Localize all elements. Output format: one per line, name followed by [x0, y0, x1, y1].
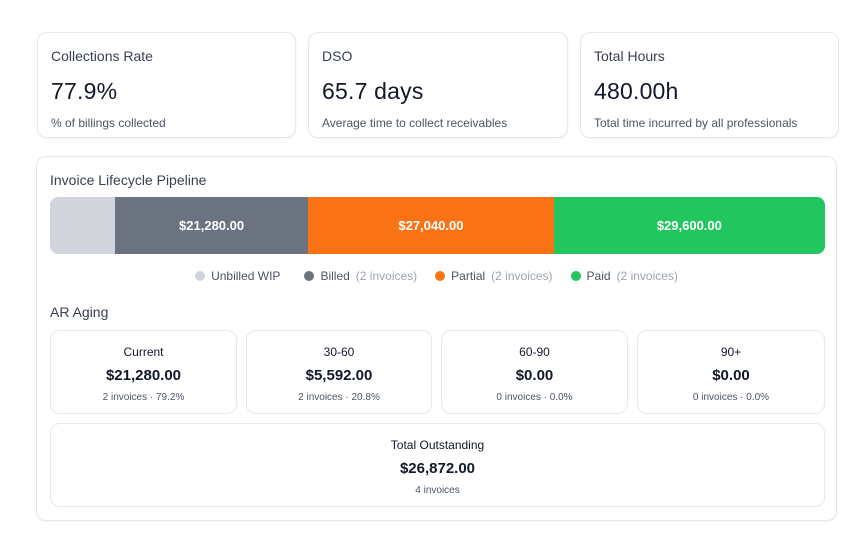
total-outstanding-value: $26,872.00: [399, 460, 476, 477]
legend-item-paid: Paid (2 invoices): [570, 269, 678, 283]
legend-label: Partial: [451, 269, 486, 283]
aging-label: Current: [123, 345, 164, 359]
total-outstanding-detail: 4 invoices: [415, 485, 460, 496]
legend-dot: [304, 271, 315, 281]
legend-count: (2 invoices): [616, 269, 678, 283]
pipeline-legend: Unbilled WIP Billed (2 invoices) Partial…: [37, 269, 836, 283]
total-outstanding-card: Total Outstanding $26,872.00 4 invoices: [50, 423, 825, 507]
kpi-title: DSO: [322, 48, 353, 64]
kpi-subtitle: % of billings collected: [51, 116, 166, 130]
aging-label: 60-90: [519, 345, 550, 359]
aging-value: $21,280.00: [105, 367, 182, 384]
aging-detail: 2 invoices · 20.8%: [298, 392, 380, 403]
legend-dot: [570, 271, 581, 281]
aging-detail: 0 invoices · 0.0%: [496, 392, 573, 403]
legend-label: Unbilled WIP: [211, 269, 281, 283]
legend-dot: [195, 271, 206, 281]
kpi-card-collections-rate: Collections Rate 77.9% % of billings col…: [37, 32, 296, 138]
total-outstanding-label: Total Outstanding: [390, 438, 485, 452]
kpi-value: 65.7 days: [322, 78, 424, 104]
kpi-card-total-hours: Total Hours 480.00h Total time incurred …: [580, 32, 839, 138]
pipeline-title: Invoice Lifecycle Pipeline: [50, 172, 207, 188]
legend-count: (2 invoices): [491, 269, 553, 283]
aging-value: $0.00: [515, 367, 554, 384]
kpi-value: 480.00h: [594, 78, 679, 104]
legend-item-unbilled-wip: Unbilled WIP: [195, 269, 286, 283]
aging-card-90-plus: 90+ $0.00 0 invoices · 0.0%: [637, 330, 825, 414]
ar-aging-title: AR Aging: [50, 304, 109, 320]
aging-value: $0.00: [712, 367, 750, 384]
pipeline-segment-billed[interactable]: $21,280.00: [115, 197, 309, 254]
aging-value: $5,592.00: [305, 367, 373, 384]
pipeline-segment-partial[interactable]: $27,040.00: [308, 197, 554, 254]
aging-card-60-90: 60-90 $0.00 0 invoices · 0.0%: [441, 330, 628, 414]
pipeline-bar: $21,280.00 $27,040.00 $29,600.00: [50, 197, 825, 254]
legend-dot: [435, 271, 446, 281]
pipeline-segment-paid[interactable]: $29,600.00: [553, 197, 825, 254]
aging-detail: 0 invoices · 0.0%: [692, 392, 770, 403]
legend-label: Billed: [320, 269, 350, 283]
kpi-title: Total Hours: [594, 48, 665, 64]
aging-card-30-60: 30-60 $5,592.00 2 invoices · 20.8%: [246, 330, 432, 414]
kpi-title: Collections Rate: [51, 48, 153, 64]
kpi-subtitle: Total time incurred by all professionals: [594, 116, 798, 130]
legend-label: Paid: [586, 269, 611, 283]
legend-item-partial: Partial (2 invoices): [435, 269, 553, 283]
kpi-card-dso: DSO 65.7 days Average time to collect re…: [308, 32, 568, 138]
pipeline-segment-unbilled-wip[interactable]: [50, 197, 116, 254]
aging-detail: 2 invoices · 79.2%: [102, 392, 185, 403]
aging-label: 30-60: [323, 345, 355, 359]
aging-card-current: Current $21,280.00 2 invoices · 79.2%: [50, 330, 237, 414]
kpi-subtitle: Average time to collect receivables: [322, 116, 508, 130]
legend-item-billed: Billed (2 invoices): [304, 269, 417, 283]
pipeline-panel: Invoice Lifecycle Pipeline $21,280.00 $2…: [36, 156, 837, 521]
kpi-value: 77.9%: [51, 78, 118, 104]
legend-count: (2 invoices): [355, 269, 418, 283]
aging-label: 90+: [720, 345, 742, 359]
